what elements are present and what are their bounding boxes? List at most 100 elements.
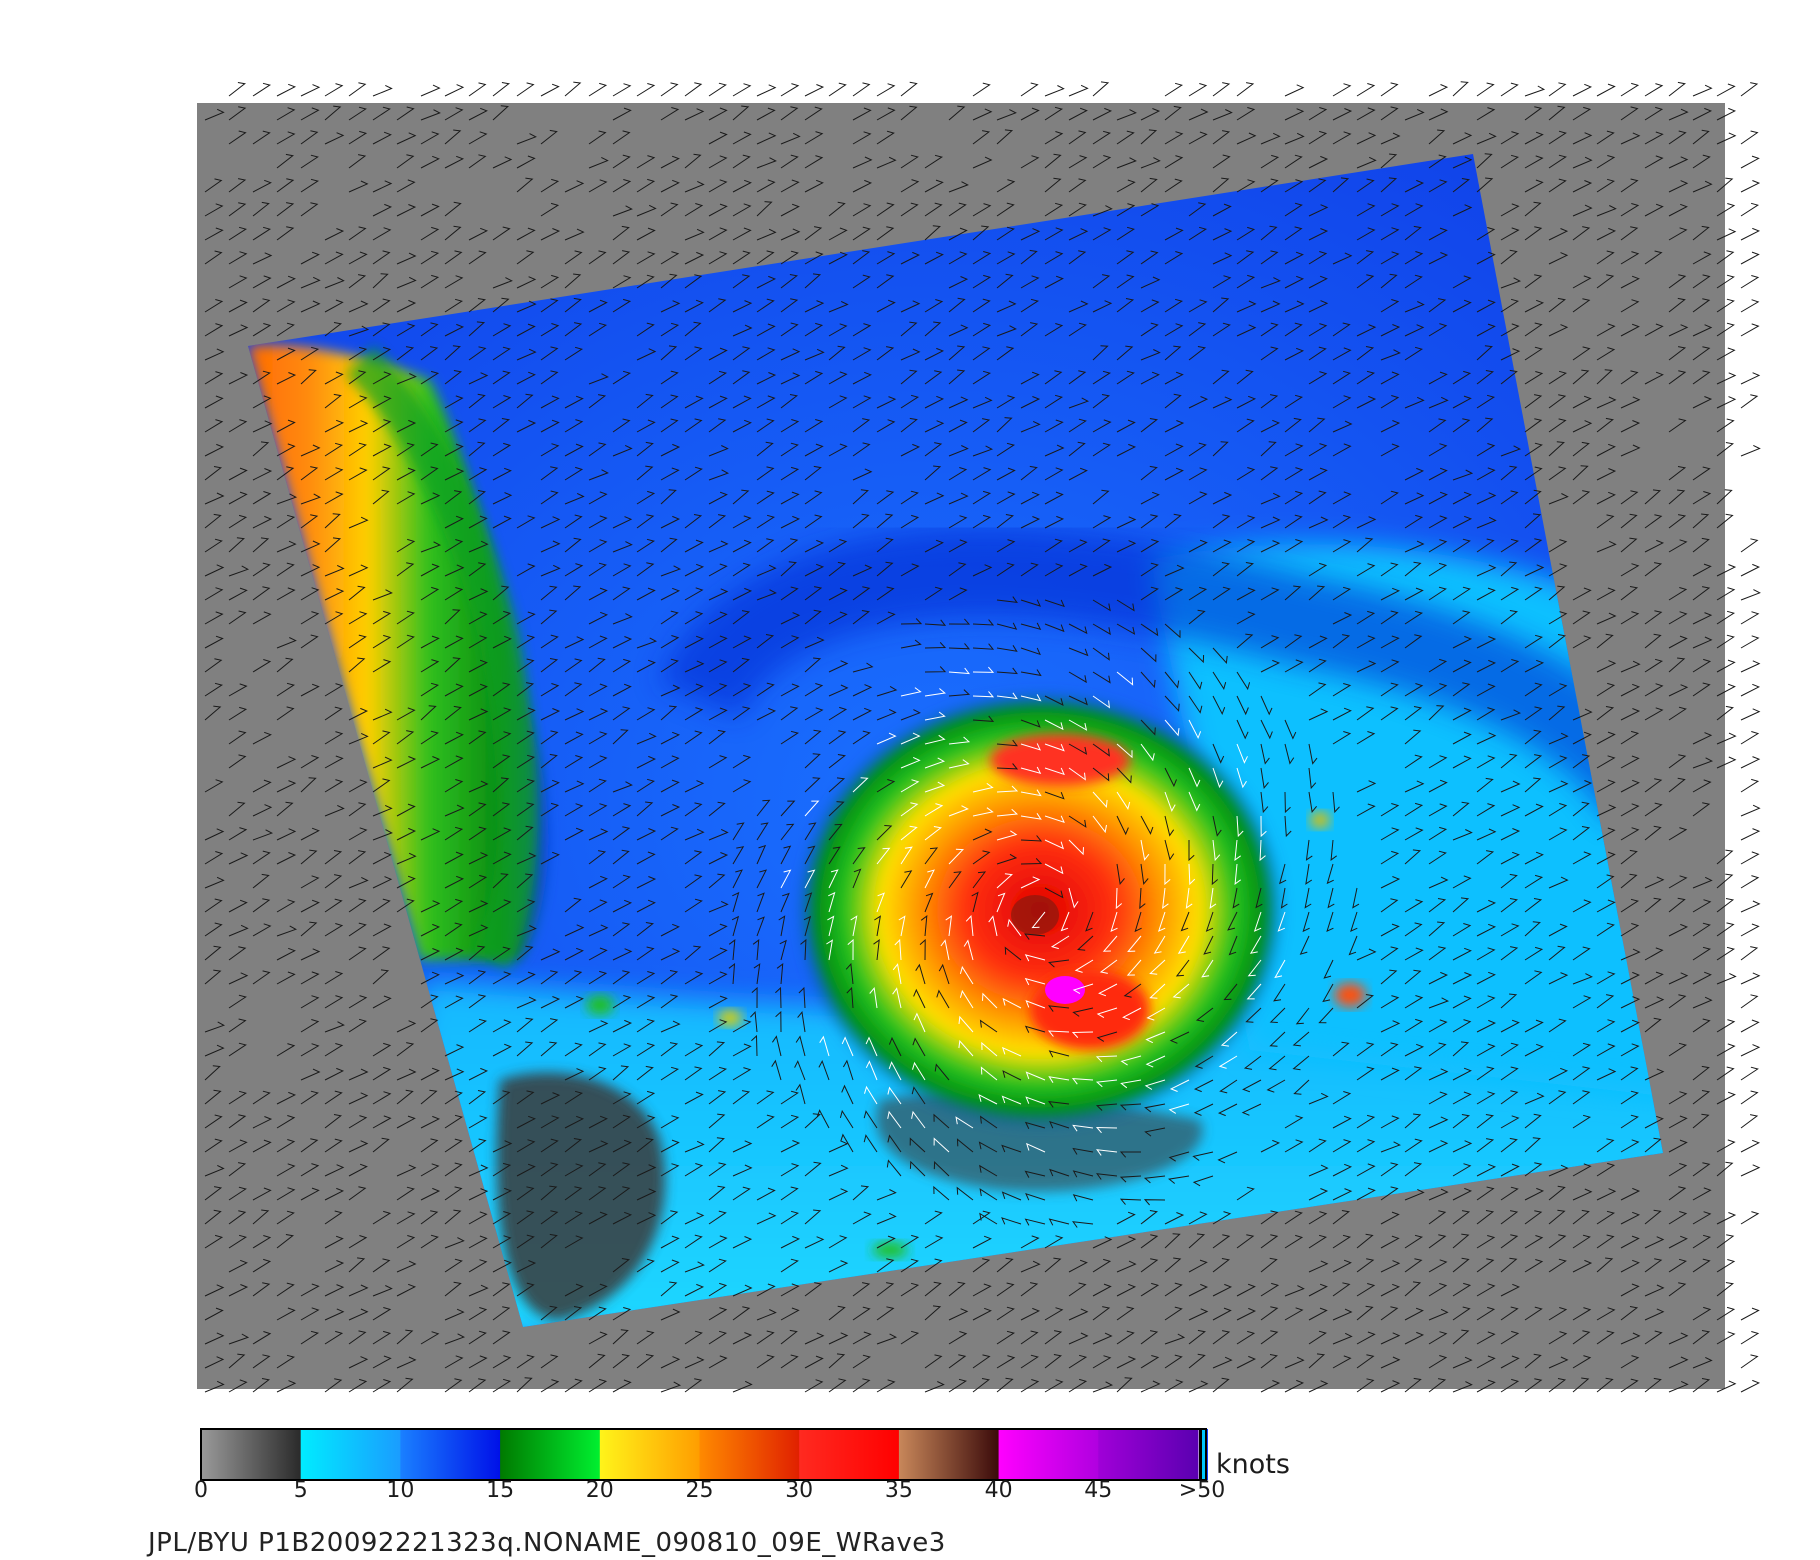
- wind-barb: [348, 995, 368, 1009]
- wind-barb: [1668, 777, 1686, 793]
- wind-barb: [804, 300, 825, 313]
- wind-barb: [780, 298, 799, 313]
- wind-barb: [1164, 1212, 1185, 1225]
- wind-barb: [732, 203, 752, 217]
- wind-barb: [348, 154, 367, 169]
- wind-barb: [1212, 297, 1230, 313]
- wind-barb: [900, 300, 921, 313]
- wind-barb: [1356, 1042, 1375, 1057]
- wind-barb: [756, 157, 777, 169]
- wind-barb: [900, 1282, 920, 1297]
- wind-barb: [372, 589, 393, 601]
- wind-barb: [1740, 804, 1761, 817]
- wind-barb: [840, 1133, 854, 1153]
- wind-barb: [1740, 946, 1759, 961]
- wind-barb: [1404, 346, 1424, 361]
- wind-barb: [492, 873, 509, 889]
- wind-barb: [708, 1066, 728, 1081]
- wind-barb: [276, 153, 294, 169]
- wind-barb: [228, 467, 248, 481]
- wind-barb: [828, 227, 848, 241]
- wind-barb: [1500, 1257, 1518, 1273]
- wind-barb: [1116, 345, 1134, 361]
- wind-barb: [204, 1164, 225, 1177]
- wind-barb: [1620, 226, 1639, 241]
- wind-barb: [252, 82, 272, 97]
- wind-barb: [1356, 156, 1377, 169]
- wind-barb: [1380, 1067, 1400, 1081]
- wind-barb: [1092, 538, 1111, 553]
- wind-barb: [828, 1235, 848, 1249]
- wind-barb: [1332, 586, 1352, 601]
- wind-barb: [996, 596, 1018, 604]
- wind-barb: [1092, 1258, 1112, 1273]
- wind-barb: [1092, 370, 1112, 385]
- wind-barb: [684, 466, 703, 481]
- wind-barb: [1188, 791, 1201, 812]
- colorbar-overflow-stripe: [1199, 1429, 1202, 1480]
- wind-barb: [420, 442, 439, 457]
- wind-barb: [1548, 1067, 1569, 1081]
- wind-barb: [898, 915, 906, 937]
- wind-barb: [1572, 1066, 1591, 1081]
- wind-barb: [684, 945, 702, 961]
- wind-barb: [1020, 562, 1039, 577]
- wind-barb: [1260, 1234, 1279, 1249]
- wind-barb: [1140, 539, 1160, 553]
- wind-barb: [444, 826, 464, 841]
- wind-barb: [852, 226, 871, 241]
- wind-barb: [1668, 587, 1688, 601]
- wind-barb: [468, 1355, 488, 1369]
- wind-barb: [780, 1210, 800, 1225]
- wind-barb: [1236, 1283, 1256, 1297]
- wind-barb: [1716, 564, 1737, 577]
- wind-barb: [252, 515, 273, 529]
- wind-barb: [276, 587, 296, 601]
- wind-barb: [636, 801, 654, 817]
- wind-barb: [1192, 1175, 1214, 1187]
- wind-barb: [1095, 1103, 1118, 1111]
- wind-barb: [1356, 107, 1376, 121]
- wind-barb: [1548, 394, 1567, 409]
- wind-barb: [708, 179, 728, 193]
- wind-barb: [1668, 1332, 1689, 1345]
- wind-barb: [1596, 660, 1617, 673]
- wind-barb: [972, 251, 992, 265]
- wind-barb: [996, 129, 1014, 145]
- wind-barb: [1279, 863, 1287, 885]
- wind-barb: [444, 419, 464, 433]
- wind-barb: [1332, 1188, 1353, 1201]
- wind-barb: [828, 323, 848, 337]
- wind-barb: [1044, 202, 1064, 217]
- wind-barb: [732, 250, 751, 265]
- wind-barb: [972, 619, 995, 626]
- wind-barb: [1068, 250, 1087, 265]
- wind-barb: [1212, 203, 1232, 217]
- wind-barb: [804, 443, 824, 457]
- wind-barb: [996, 1282, 1015, 1297]
- wind-barb: [1548, 585, 1566, 601]
- wind-barb: [228, 610, 247, 625]
- wind-barb: [444, 490, 463, 505]
- wind-barb: [1452, 81, 1469, 97]
- wind-barb: [1404, 1307, 1424, 1321]
- wind-barb: [564, 827, 584, 841]
- wind-barb: [1428, 108, 1449, 121]
- wind-barb: [1140, 1330, 1159, 1345]
- wind-barb: [1164, 863, 1171, 886]
- wind-barb: [1380, 946, 1399, 961]
- wind-barb: [1452, 995, 1472, 1009]
- wind-barb: [780, 635, 800, 649]
- wind-barb: [1668, 324, 1689, 337]
- wind-barb: [708, 1113, 726, 1129]
- wind-barb: [420, 370, 440, 385]
- wind-barb: [1044, 419, 1064, 433]
- wind-barb: [612, 1258, 630, 1273]
- wind-barb: [444, 84, 465, 97]
- wind-barb: [1404, 251, 1424, 265]
- wind-barb: [516, 971, 536, 985]
- wind-barb: [468, 1115, 488, 1129]
- wind-barb: [420, 705, 437, 721]
- wind-barb: [1524, 85, 1546, 97]
- wind-barb: [972, 490, 992, 505]
